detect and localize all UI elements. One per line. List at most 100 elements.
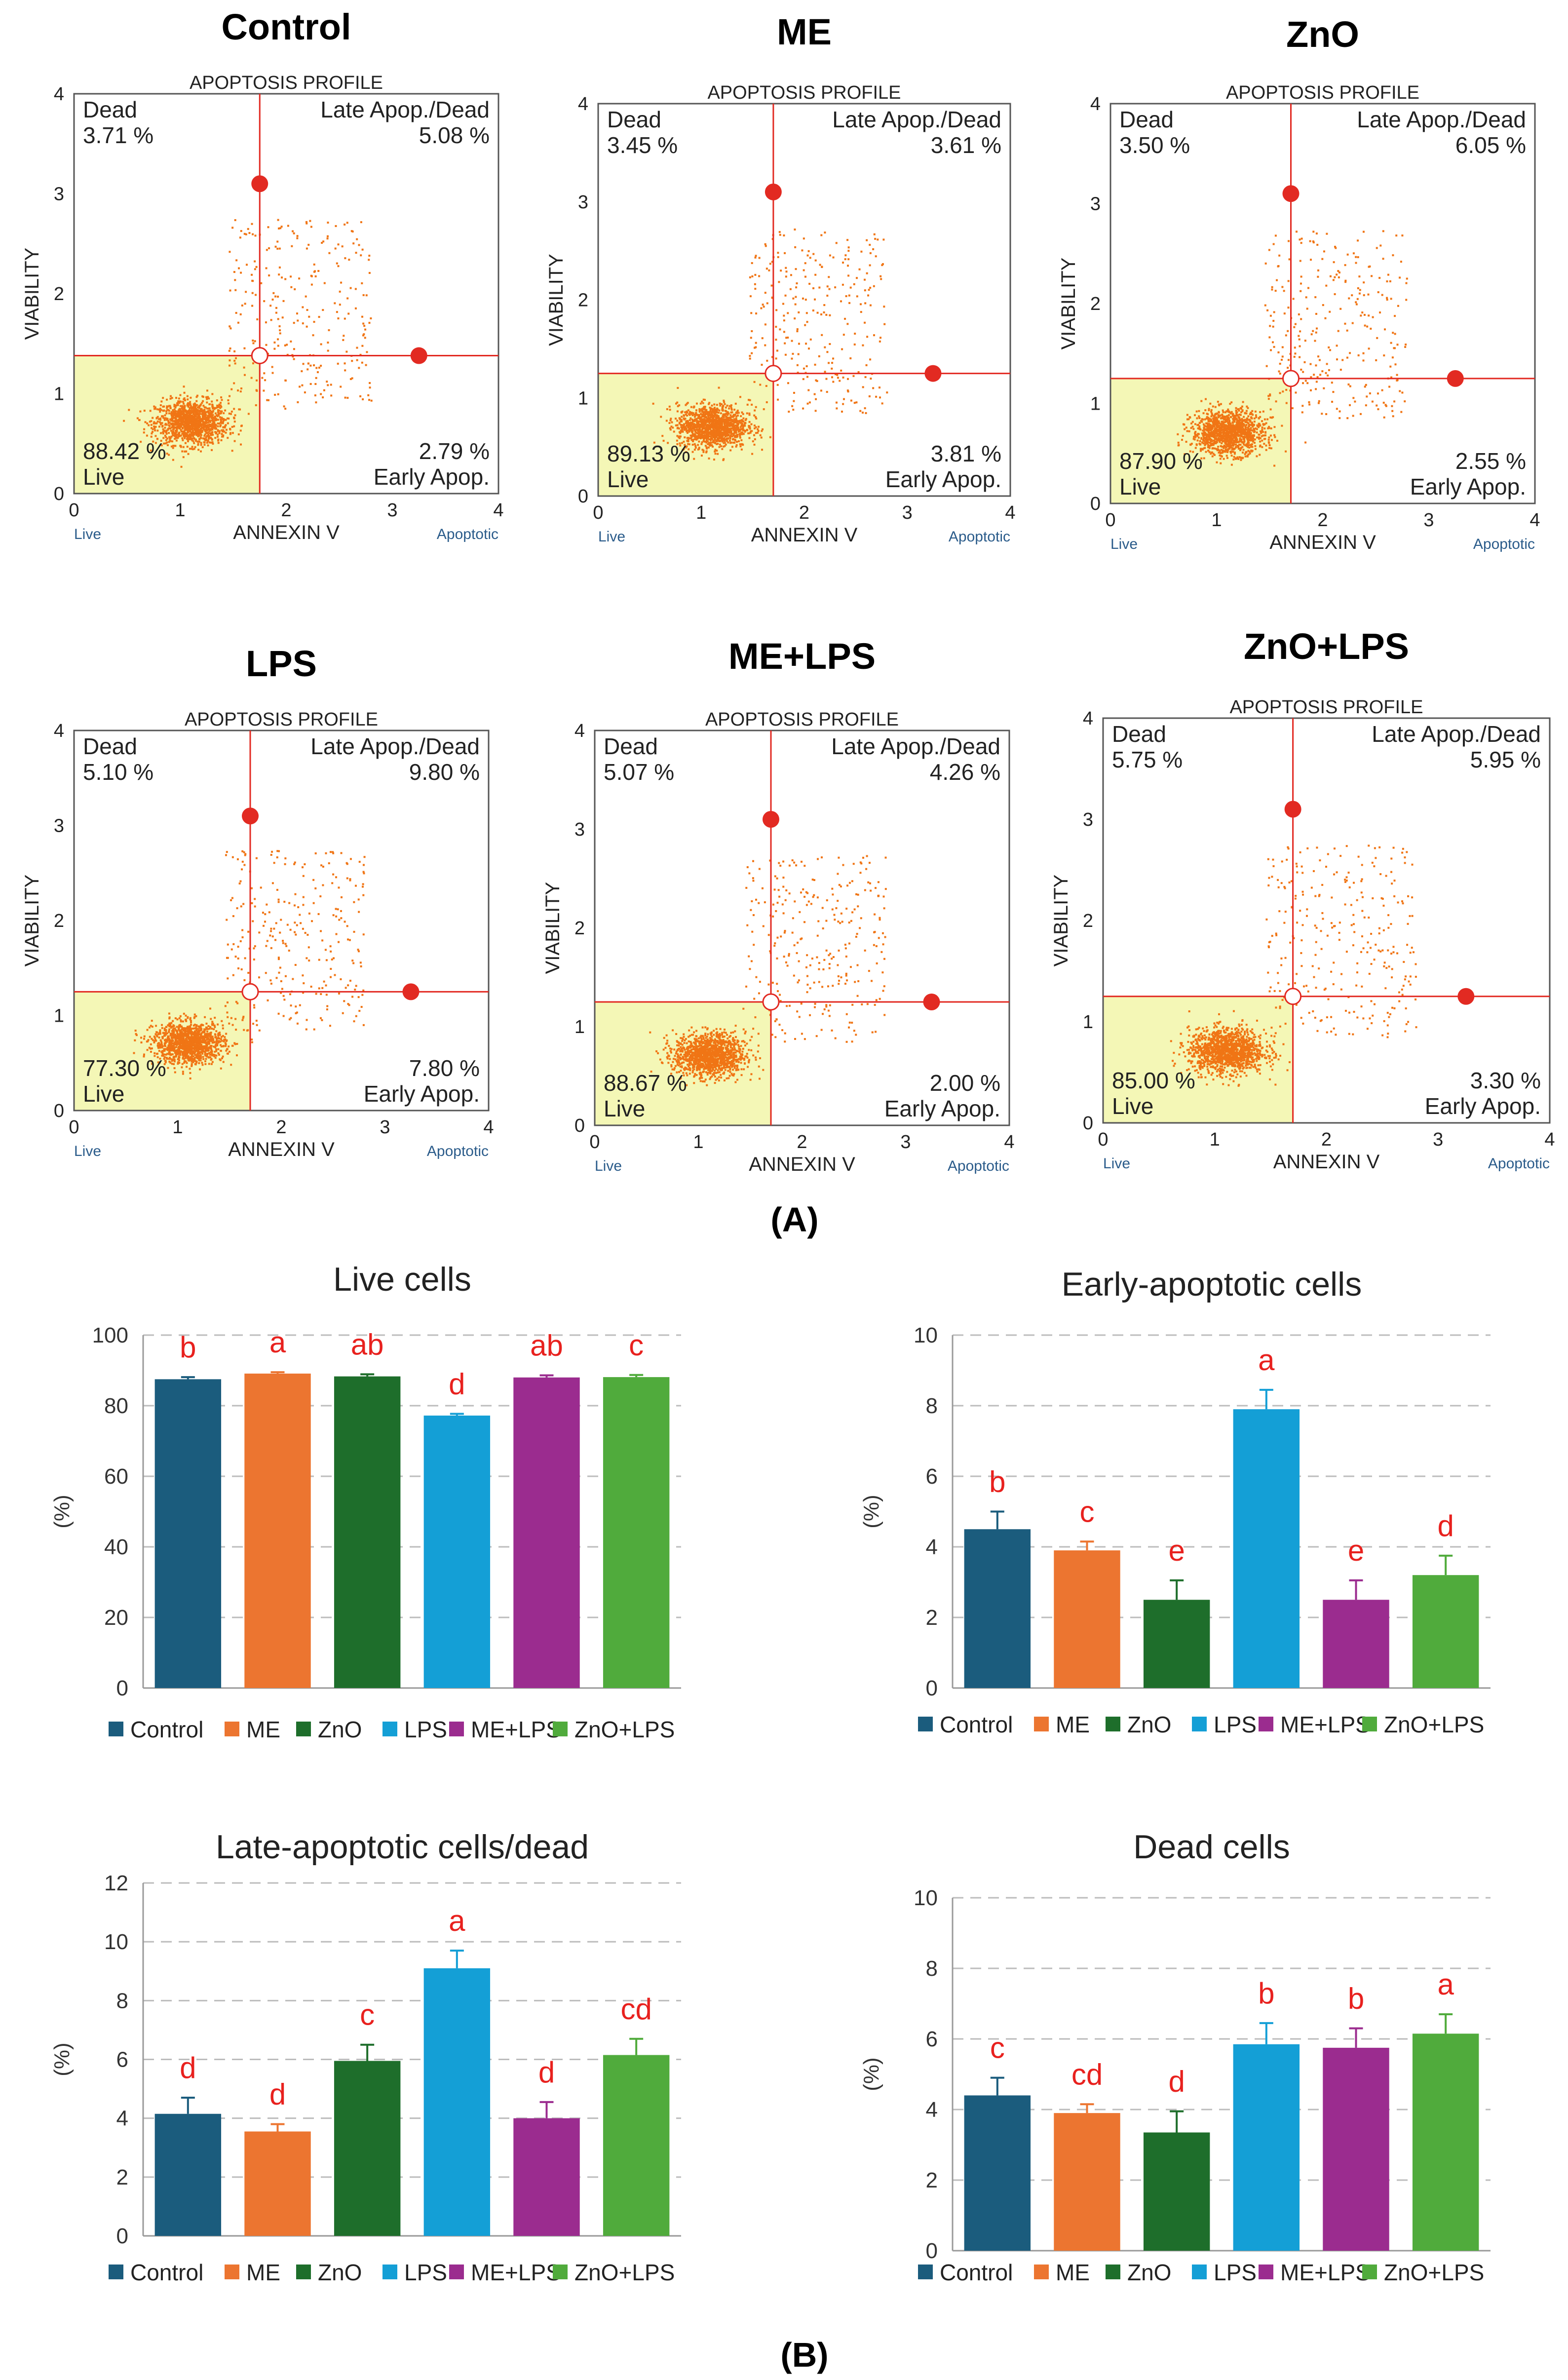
- scatter-dot: [1317, 275, 1319, 278]
- scatter-dot: [847, 390, 849, 393]
- scatter-dot: [1268, 447, 1271, 449]
- scatter-dot: [715, 439, 717, 441]
- scatter-dot: [1338, 271, 1340, 274]
- scatter-dot: [706, 412, 709, 414]
- scatter-dot: [1216, 440, 1218, 443]
- scatter-dot: [1365, 384, 1367, 386]
- quadrant-label-early: Early Apop.: [885, 466, 1001, 492]
- scatter-dot: [686, 445, 688, 448]
- scatter-dot: [1322, 304, 1324, 307]
- scatter-dot: [1220, 428, 1223, 430]
- scatter-dot: [1271, 286, 1273, 288]
- scatter-dot: [221, 429, 223, 431]
- scatter-dot: [184, 399, 186, 402]
- scatter-dot: [265, 344, 268, 346]
- scatter-dot: [1399, 390, 1401, 392]
- scatter-dot: [173, 405, 176, 408]
- scatter-dot: [271, 366, 273, 368]
- scatter-dot: [188, 409, 191, 412]
- scatter-dot: [189, 401, 191, 403]
- scatter-dot: [704, 445, 707, 447]
- scatter-dot: [208, 424, 211, 426]
- scatter-dot: [190, 422, 192, 424]
- scatter-dot: [1263, 418, 1266, 421]
- scatter-dot: [189, 427, 191, 430]
- scatter-dot: [686, 430, 688, 433]
- scatter-dot: [171, 397, 173, 399]
- scatter-dot: [832, 357, 835, 360]
- x-axis-label: ANNEXIN V: [233, 522, 340, 543]
- scatter-dot: [212, 442, 214, 445]
- scatter-dot: [1193, 414, 1196, 417]
- scatter-dot: [1214, 438, 1216, 440]
- scatter-dot: [186, 1062, 188, 1064]
- scatter-dot: [184, 410, 186, 412]
- scatter-dot: [1230, 450, 1233, 453]
- scatter-dot: [1217, 448, 1219, 450]
- scatter-dot: [1201, 448, 1204, 451]
- scatter-dot: [368, 259, 370, 261]
- scatter-dot: [201, 446, 204, 449]
- scatter-dot: [207, 419, 209, 422]
- scatter-dot: [676, 435, 679, 437]
- scatter-dot: [205, 411, 207, 414]
- scatter-dot: [173, 445, 176, 447]
- scatter-dot: [297, 319, 299, 322]
- scatter-dot: [301, 384, 304, 386]
- quadrant-label-dead: Dead: [83, 97, 137, 122]
- scatter-dot: [337, 265, 340, 268]
- scatter-dot: [218, 422, 220, 425]
- scatter-dot: [873, 334, 875, 337]
- scatter-dot: [714, 436, 717, 439]
- scatter-dot: [708, 438, 710, 441]
- scatter-dot: [685, 413, 687, 416]
- scatter-dot: [1261, 428, 1263, 431]
- x-axis-label: ANNEXIN V: [751, 524, 858, 546]
- scatter-dot: [352, 242, 355, 245]
- scatter-dot: [829, 254, 831, 257]
- scatter-dot: [1221, 452, 1224, 454]
- scatter-dot: [182, 456, 185, 459]
- x-tick-label: 0: [593, 502, 603, 523]
- scatter-dot: [1259, 444, 1262, 447]
- scatter-dot: [722, 435, 724, 437]
- scatter-dot: [162, 405, 164, 408]
- scatter-dot: [705, 426, 708, 428]
- scatter-dot: [803, 237, 805, 240]
- scatter-dot: [709, 423, 712, 426]
- scatter-dot: [702, 415, 705, 418]
- scatter-dot: [1273, 434, 1276, 436]
- scatter-dot: [1346, 253, 1349, 256]
- scatter-dot: [1207, 413, 1209, 416]
- scatter-dot: [741, 443, 743, 445]
- scatter-dot: [177, 415, 180, 418]
- scatter-dot: [200, 403, 202, 406]
- scatter-dot: [365, 364, 367, 366]
- scatter-dot: [195, 404, 197, 406]
- scatter-dot: [730, 409, 733, 411]
- scatter-dot: [1241, 422, 1244, 424]
- scatter-dot: [1246, 405, 1248, 408]
- scatter-dot: [700, 430, 703, 432]
- scatter-dot: [1248, 423, 1251, 426]
- scatter-dot: [1233, 430, 1235, 432]
- scatter-dot: [1209, 402, 1212, 405]
- scatter-dot: [1235, 415, 1238, 417]
- scatter-dot: [723, 429, 726, 431]
- scatter-dot: [1192, 428, 1195, 430]
- scatter-dot: [199, 432, 202, 435]
- scatter-dot: [351, 377, 353, 380]
- scatter-dot: [699, 433, 702, 436]
- scatter-dot: [183, 385, 185, 388]
- scatter-dot: [1185, 441, 1187, 443]
- scatter-dot: [692, 406, 695, 409]
- scatter-dot: [208, 441, 211, 444]
- scatter-dot: [235, 357, 237, 359]
- scatter-dot: [862, 386, 864, 388]
- scatter-dot: [191, 408, 193, 410]
- scatter-dot: [708, 411, 711, 414]
- scatter-dot: [1266, 418, 1269, 421]
- scatter-dot: [185, 423, 188, 425]
- scatter-dot: [220, 396, 223, 399]
- scatter-dot: [159, 417, 162, 420]
